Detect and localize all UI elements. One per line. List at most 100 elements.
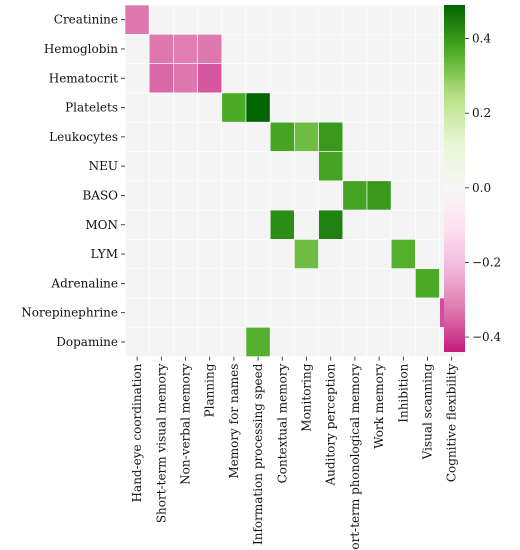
heatmap-cell-empty: [124, 297, 150, 328]
heatmap-cell-empty: [221, 63, 247, 94]
heatmap-cell-empty: [390, 92, 416, 123]
heatmap-cell: [366, 180, 392, 211]
heatmap-cell: [124, 4, 150, 35]
heatmap-cell-empty: [294, 151, 319, 182]
colorbar-tick-label: −0.2: [472, 255, 501, 269]
heatmap-cell-empty: [124, 33, 150, 64]
heatmap-cell-empty: [366, 239, 392, 269]
heatmap-cell-empty: [318, 63, 344, 94]
heatmap-cell: [245, 326, 271, 357]
heatmap-cell-empty: [173, 4, 198, 35]
heatmap-cell-empty: [197, 326, 223, 357]
heatmap-cell-empty: [173, 92, 198, 123]
heatmap-cell-empty: [197, 209, 223, 240]
heatmap-cell: [173, 63, 198, 94]
column-label: Monitoring: [300, 363, 314, 431]
heatmap-cell-empty: [124, 63, 150, 94]
heatmap-cell: [294, 121, 319, 152]
heatmap-cell-empty: [124, 268, 150, 299]
heatmap-cell-empty: [173, 180, 198, 211]
heatmap-cell-empty: [318, 4, 344, 35]
heatmap-cell-empty: [390, 209, 416, 240]
heatmap-cell-empty: [173, 121, 198, 152]
column-label: Cognitive flexibility: [445, 363, 459, 482]
row-label: Creatinine: [54, 13, 118, 27]
heatmap-cell-empty: [342, 268, 368, 299]
colorbar-tick-label: −0.4: [472, 330, 502, 344]
heatmap-cell-empty: [294, 4, 319, 35]
heatmap-cell-empty: [245, 180, 271, 211]
heatmap-cell: [197, 63, 223, 94]
heatmap-cell-empty: [221, 151, 247, 182]
heatmap-cell-empty: [269, 151, 295, 182]
row-label: Adrenaline: [50, 276, 118, 290]
heatmap-cell-empty: [269, 326, 295, 357]
heatmap-cell-empty: [269, 268, 295, 299]
heatmap-cell-empty: [124, 180, 150, 211]
heatmap-cell-empty: [197, 239, 223, 269]
heatmap-cell-empty: [221, 239, 247, 269]
heatmap-cell-empty: [173, 326, 198, 357]
heatmap-cell-empty: [318, 297, 344, 328]
heatmap-cell-empty: [269, 180, 295, 211]
column-label: Contextual memory: [275, 363, 289, 483]
heatmap-cell-empty: [245, 121, 271, 152]
column-label: Planning: [203, 363, 217, 417]
heatmap-cell-empty: [245, 268, 271, 299]
heatmap-cell-empty: [390, 297, 416, 328]
heatmap-cell-empty: [221, 180, 247, 211]
heatmap-cell-empty: [197, 297, 223, 328]
colorbar-tick-label: 0.4: [472, 32, 491, 46]
heatmap-cell-empty: [221, 326, 247, 357]
heatmap-cell-empty: [366, 326, 392, 357]
heatmap-cell-empty: [221, 209, 247, 240]
heatmap-cell-empty: [342, 209, 368, 240]
heatmap-cell-empty: [390, 326, 416, 357]
column-label: Visual scanning: [421, 363, 435, 460]
heatmap-cell-empty: [197, 4, 223, 35]
column-label: Work memory: [372, 363, 386, 448]
heatmap-cell-empty: [197, 121, 223, 152]
heatmap-cell-empty: [245, 63, 271, 94]
row-label: BASO: [82, 188, 118, 202]
heatmap-cell-empty: [197, 151, 223, 182]
heatmap-cell-empty: [294, 180, 319, 211]
row-label: Platelets: [65, 101, 118, 115]
colorbar: −0.4 −0.2 0.0 0.2 0.4: [444, 5, 502, 352]
heatmap-cell-empty: [342, 4, 368, 35]
heatmap-cell-empty: [415, 209, 440, 240]
heatmap-cell-empty: [415, 180, 440, 211]
heatmap-cell-empty: [390, 121, 416, 152]
heatmap-cell-empty: [390, 63, 416, 94]
heatmap-cell-empty: [124, 121, 150, 152]
heatmap-cell: [173, 33, 198, 64]
heatmap-cell-empty: [342, 63, 368, 94]
heatmap-cell-empty: [415, 4, 440, 35]
heatmap-cell-empty: [342, 239, 368, 269]
heatmap-cell-empty: [294, 63, 319, 94]
heatmap-cell-empty: [342, 297, 368, 328]
heatmap-cell-empty: [294, 268, 319, 299]
heatmap-cell-empty: [245, 209, 271, 240]
heatmap-cell-empty: [245, 4, 271, 35]
heatmap-cell-empty: [148, 268, 174, 299]
column-label: Auditory perception: [324, 363, 338, 486]
colorbar-tick-label: 0.0: [472, 181, 491, 195]
heatmap-cell: [148, 63, 174, 94]
heatmap-cell-empty: [148, 121, 174, 152]
heatmap-cell-empty: [269, 297, 295, 328]
heatmap-cell-empty: [366, 4, 392, 35]
heatmap-cell: [342, 180, 368, 211]
heatmap-cell-empty: [221, 33, 247, 64]
heatmap-cell-empty: [294, 297, 319, 328]
heatmap-cell-empty: [173, 268, 198, 299]
heatmap-cell-empty: [124, 209, 150, 240]
heatmap-cell-empty: [197, 180, 223, 211]
heatmap-cell-empty: [415, 239, 440, 269]
heatmap-cell: [269, 209, 295, 240]
heatmap-cell-empty: [390, 180, 416, 211]
row-labels: Creatinine Hemoglobin Hematocrit Platelets L…: [21, 13, 125, 349]
heatmap-cell-empty: [366, 268, 392, 299]
row-label: Dopamine: [56, 335, 118, 349]
column-label: Non-verbal memory: [179, 363, 193, 484]
